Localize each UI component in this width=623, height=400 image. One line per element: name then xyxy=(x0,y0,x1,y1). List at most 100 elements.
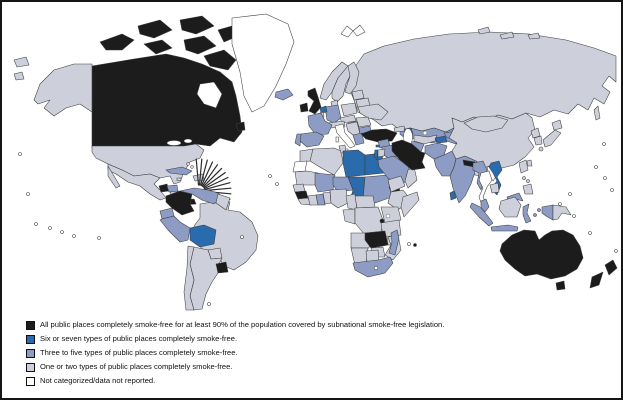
country-japan-hokkaido xyxy=(551,119,563,131)
country-japan-kyushu xyxy=(538,146,544,152)
country-honduras xyxy=(166,184,179,193)
country-philippines-luzon xyxy=(518,159,529,174)
country-canada-island xyxy=(179,15,215,35)
country-sri-lanka xyxy=(449,190,457,201)
country-indonesia-kalimantan xyxy=(498,196,522,218)
small-island xyxy=(48,226,52,230)
country-canada-island xyxy=(143,39,173,55)
country-uzbekistan xyxy=(413,134,438,145)
country-romania xyxy=(355,116,372,128)
country-sweden xyxy=(331,65,353,103)
small-island xyxy=(594,165,598,169)
country-alaska xyxy=(33,63,93,117)
country-somalia xyxy=(400,191,420,218)
hudson-bay xyxy=(196,81,223,109)
country-israel xyxy=(373,149,379,161)
country-libya xyxy=(342,149,366,178)
legend: All public places completely smoke-free … xyxy=(26,318,613,388)
great-lakes xyxy=(183,138,193,144)
country-ukraine xyxy=(357,103,389,121)
small-island xyxy=(18,152,22,156)
country-ghana xyxy=(315,193,326,206)
country-philippines-mindanao xyxy=(522,183,534,195)
country-malaysia-peninsula xyxy=(480,198,490,213)
country-greece xyxy=(352,132,365,146)
country-zambia xyxy=(364,230,389,249)
country-mali xyxy=(314,172,336,193)
country-germany xyxy=(324,104,342,124)
legend-label-cat4: One or two types of public places comple… xyxy=(40,362,233,371)
country-chile xyxy=(183,245,195,311)
country-greenland xyxy=(231,13,295,113)
small-island xyxy=(60,230,64,234)
country-guinea xyxy=(294,190,309,200)
country-poland xyxy=(340,102,358,117)
country-peru xyxy=(159,215,191,243)
legend-label-cat2: Six or seven types of public places comp… xyxy=(40,334,238,343)
country-bahamas xyxy=(186,162,190,166)
country-mexico-baja xyxy=(107,165,121,189)
country-baltic-states xyxy=(351,89,365,101)
new-siberian-islands xyxy=(499,31,515,40)
country-philippines-visayas xyxy=(526,179,530,183)
country-ireland xyxy=(299,102,309,113)
country-new-zealand-north xyxy=(604,259,618,276)
country-madagascar xyxy=(388,229,400,256)
country-spain xyxy=(299,131,325,148)
country-russia-chukotka xyxy=(13,71,25,81)
world-map-container xyxy=(4,4,619,314)
country-australia xyxy=(499,229,584,280)
country-mongolia xyxy=(463,115,509,133)
small-island xyxy=(72,234,76,238)
country-italy xyxy=(334,123,356,149)
small-island xyxy=(97,236,101,240)
country-congo-gabon xyxy=(342,208,356,225)
country-russia-chukotka xyxy=(13,56,30,68)
small-island xyxy=(407,242,411,246)
country-south-africa xyxy=(352,256,394,278)
svalbard xyxy=(352,24,366,37)
small-island xyxy=(275,182,279,186)
country-italy-sardinia xyxy=(335,136,339,143)
country-bahamas xyxy=(190,165,194,169)
small-island xyxy=(572,214,576,218)
aral-sea xyxy=(422,130,428,136)
country-guyanas xyxy=(215,193,231,211)
small-island xyxy=(614,249,618,253)
country-finland xyxy=(344,61,360,95)
legend-row-cat3: Three to five types of public places com… xyxy=(26,346,613,360)
country-bolivia xyxy=(189,224,217,248)
country-indonesia-moluccas xyxy=(533,213,537,217)
country-uruguay xyxy=(215,261,229,274)
legend-swatch-cat5 xyxy=(26,376,35,386)
small-island xyxy=(588,231,592,235)
legend-swatch-cat3 xyxy=(26,348,35,358)
country-western-sahara xyxy=(292,160,308,173)
legend-swatch-cat1 xyxy=(26,320,35,330)
new-siberian-islands xyxy=(527,32,541,40)
country-canada-island xyxy=(99,33,135,51)
country-france xyxy=(307,112,333,136)
country-yemen xyxy=(387,175,406,193)
legend-row-cat1: All public places completely smoke-free … xyxy=(26,318,613,332)
country-dr-congo xyxy=(354,206,384,236)
country-senegal xyxy=(292,183,306,193)
country-canada-island xyxy=(137,19,173,39)
legend-row-cat5: Not categorized/data not reported. xyxy=(26,374,613,388)
country-indonesia-sulawesi xyxy=(522,203,532,224)
small-island xyxy=(568,192,572,196)
country-indonesia-moluccas xyxy=(537,208,541,212)
country-indonesia-java xyxy=(490,224,519,232)
small-island-dots xyxy=(18,142,618,253)
world-map xyxy=(13,13,618,311)
country-united-kingdom xyxy=(307,87,322,115)
country-iran xyxy=(391,139,426,171)
country-uganda-kenya xyxy=(380,206,402,224)
small-island xyxy=(26,192,30,196)
country-portugal xyxy=(294,133,302,147)
country-canada-island xyxy=(203,49,237,71)
lake-victoria xyxy=(385,213,391,219)
country-tajikistan xyxy=(434,135,448,144)
svalbard xyxy=(340,25,354,38)
